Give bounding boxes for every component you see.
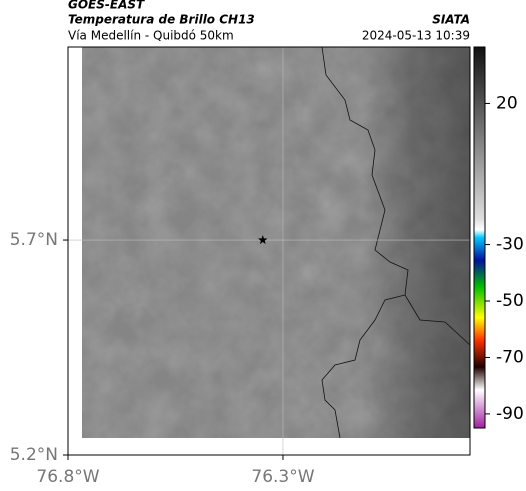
title: GOES-EAST [68,0,145,12]
subtitle: Temperatura de Brillo CH13 [68,13,255,27]
colorbar-tick-label: -70 [496,347,524,367]
colorbar-tick-label: -90 [496,404,524,424]
region: Vía Medellín - Quibdó 50km [68,29,234,43]
colorbar-tick-label: 20 [496,93,518,113]
colorbar-tick-label: -50 [496,291,524,311]
shading [82,47,470,438]
x-tick-label: 76.8°W [36,467,99,487]
source: SIATA [432,13,470,27]
timestamp: 2024-05-13 10:39 [362,29,470,43]
colorbar [473,46,486,429]
colorbar-tick-label: -30 [496,235,524,255]
y-tick-label: 5.2°N [10,445,58,465]
location-marker [258,235,268,245]
map-frame [67,46,471,456]
y-tick-label: 5.7°N [10,230,58,250]
x-tick-label: 76.3°W [251,467,314,487]
borders [321,47,470,438]
